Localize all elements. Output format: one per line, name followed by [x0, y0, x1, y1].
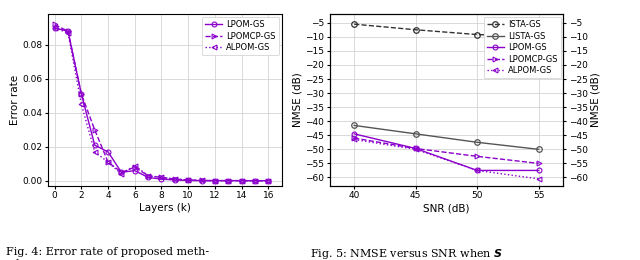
- ISTA-GS: [350, 23, 358, 26]
- LPOM-GS: [264, 179, 272, 182]
- Line: ALPOM-GS: ALPOM-GS: [52, 25, 271, 183]
- Line: ISTA-GS: ISTA-GS: [351, 21, 541, 40]
- LPOM-GS: [184, 179, 192, 182]
- LPOMCP-GS: [535, 162, 543, 165]
- LPOMCP-GS: [225, 179, 232, 182]
- LPOMCP-GS: [264, 179, 272, 182]
- LPOMCP-GS: [144, 174, 152, 177]
- LPOMCP-GS: [77, 93, 85, 96]
- LPOMCP-GS: [184, 178, 192, 181]
- ALPOM-GS: [225, 179, 232, 182]
- ALPOM-GS: [131, 164, 139, 167]
- ALPOM-GS: [237, 179, 245, 182]
- LPOM-GS: [118, 171, 125, 174]
- ALPOM-GS: [51, 26, 58, 29]
- LPOMCP-GS: [171, 178, 179, 181]
- LISTA-GS: [350, 124, 358, 127]
- LPOMCP-GS: [118, 171, 125, 174]
- ALPOM-GS: [211, 179, 219, 182]
- LPOMCP-GS: [198, 179, 205, 182]
- ALPOM-GS: [64, 31, 72, 35]
- Text: Fig. 4: Error rate of proposed meth-
ods.: Fig. 4: Error rate of proposed meth- ods…: [6, 247, 209, 260]
- Line: LPOMCP-GS: LPOMCP-GS: [352, 136, 541, 166]
- LISTA-GS: [535, 148, 543, 151]
- Line: LISTA-GS: LISTA-GS: [351, 123, 541, 152]
- LPOM-GS: [474, 169, 481, 172]
- LPOMCP-GS: [51, 23, 58, 26]
- ALPOM-GS: [350, 138, 358, 141]
- ALPOM-GS: [77, 103, 85, 106]
- LPOMCP-GS: [157, 176, 165, 179]
- ALPOM-GS: [144, 174, 152, 177]
- LPOM-GS: [251, 179, 259, 182]
- ALPOM-GS: [118, 172, 125, 176]
- LPOM-GS: [51, 26, 58, 29]
- ALPOM-GS: [198, 179, 205, 182]
- LPOMCP-GS: [350, 136, 358, 140]
- LPOM-GS: [412, 147, 419, 150]
- Legend: LPOM-GS, LPOMCP-GS, ALPOM-GS: LPOM-GS, LPOMCP-GS, ALPOM-GS: [202, 17, 279, 55]
- ALPOM-GS: [91, 150, 99, 153]
- ISTA-GS: [474, 33, 481, 36]
- LPOMCP-GS: [131, 166, 139, 169]
- LPOM-GS: [104, 150, 112, 153]
- Line: LPOM-GS: LPOM-GS: [52, 25, 271, 183]
- LPOM-GS: [91, 144, 99, 147]
- LPOM-GS: [157, 178, 165, 181]
- LPOM-GS: [211, 179, 219, 182]
- X-axis label: Layers (k): Layers (k): [139, 203, 191, 213]
- LPOMCP-GS: [91, 128, 99, 131]
- LPOMCP-GS: [104, 161, 112, 164]
- Line: LPOM-GS: LPOM-GS: [352, 131, 541, 173]
- Y-axis label: Error rate: Error rate: [10, 75, 20, 125]
- LPOMCP-GS: [412, 147, 419, 150]
- LPOM-GS: [350, 132, 358, 135]
- ALPOM-GS: [535, 177, 543, 180]
- Line: LPOMCP-GS: LPOMCP-GS: [52, 22, 271, 183]
- Y-axis label: NMSE (dB): NMSE (dB): [591, 73, 600, 127]
- LPOM-GS: [131, 169, 139, 172]
- ALPOM-GS: [157, 176, 165, 179]
- Y-axis label: NMSE (dB): NMSE (dB): [292, 73, 302, 127]
- LPOM-GS: [64, 30, 72, 33]
- ALPOM-GS: [171, 178, 179, 181]
- LPOMCP-GS: [251, 179, 259, 182]
- LPOM-GS: [77, 93, 85, 96]
- LPOMCP-GS: [237, 179, 245, 182]
- Legend: ISTA-GS, LISTA-GS, LPOM-GS, LPOMCP-GS, ALPOM-GS: ISTA-GS, LISTA-GS, LPOM-GS, LPOMCP-GS, A…: [484, 17, 561, 79]
- LPOM-GS: [535, 169, 543, 172]
- ISTA-GS: [535, 35, 543, 38]
- LPOMCP-GS: [474, 155, 481, 158]
- ALPOM-GS: [251, 179, 259, 182]
- LISTA-GS: [412, 132, 419, 135]
- ALPOM-GS: [104, 161, 112, 164]
- LPOM-GS: [237, 179, 245, 182]
- LPOMCP-GS: [211, 179, 219, 182]
- LPOM-GS: [144, 176, 152, 179]
- ALPOM-GS: [264, 179, 272, 182]
- ALPOM-GS: [412, 148, 419, 151]
- Line: ALPOM-GS: ALPOM-GS: [352, 137, 541, 181]
- X-axis label: SNR (dB): SNR (dB): [423, 203, 470, 213]
- LPOM-GS: [198, 179, 205, 182]
- LPOM-GS: [225, 179, 232, 182]
- LPOMCP-GS: [64, 30, 72, 33]
- ALPOM-GS: [474, 169, 481, 172]
- Text: Fig. 5: NMSE versus SNR when $\boldsymbol{S}$
is complex Gaussian matrix.: Fig. 5: NMSE versus SNR when $\boldsymbo…: [310, 247, 503, 260]
- ISTA-GS: [412, 28, 419, 31]
- ALPOM-GS: [184, 178, 192, 181]
- LISTA-GS: [474, 141, 481, 144]
- LPOM-GS: [171, 178, 179, 181]
